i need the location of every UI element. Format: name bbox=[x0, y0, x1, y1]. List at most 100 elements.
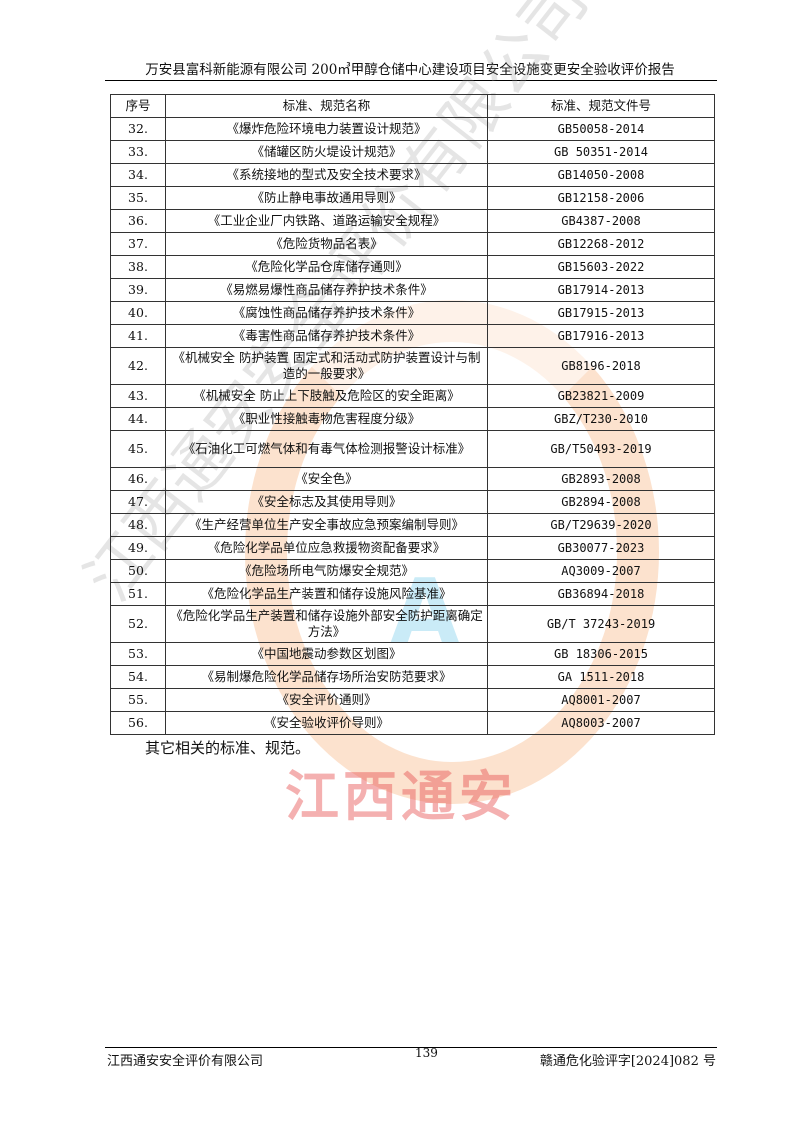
table-row: 36. 《工业企业厂内铁路、道路运输安全规程》 GB4387-2008 bbox=[110, 209, 715, 233]
table-row: 34. 《系统接地的型式及安全技术要求》 GB14050-2008 bbox=[110, 163, 715, 187]
standard-name: 《安全评价通则》 bbox=[165, 688, 488, 712]
table-row: 33. 《储罐区防火堤设计规范》 GB 50351-2014 bbox=[110, 140, 715, 164]
standard-code: GB14050-2008 bbox=[487, 163, 715, 187]
row-number: 49. bbox=[110, 536, 166, 560]
row-number: 36. bbox=[110, 209, 166, 233]
standard-name: 《安全标志及其使用导则》 bbox=[165, 490, 488, 514]
standard-code: GB30077-2023 bbox=[487, 536, 715, 560]
row-number: 39. bbox=[110, 278, 166, 302]
standard-name: 《生产经营单位生产安全事故应急预案编制导则》 bbox=[165, 513, 488, 537]
table-row: 51. 《危险化学品生产装置和储存设施风险基准》 GB36894-2018 bbox=[110, 582, 715, 606]
standard-name: 《安全验收评价导则》 bbox=[165, 711, 488, 735]
standard-code: GB23821-2009 bbox=[487, 384, 715, 408]
footer-divider bbox=[105, 1047, 717, 1048]
standard-code: GB4387-2008 bbox=[487, 209, 715, 233]
row-number: 54. bbox=[110, 665, 166, 689]
standard-code: GB17916-2013 bbox=[487, 324, 715, 348]
table-row: 56. 《安全验收评价导则》 AQ8003-2007 bbox=[110, 711, 715, 735]
table-row: 42. 《机械安全 防护装置 固定式和活动式防护装置设计与制造的一般要求》 GB81… bbox=[110, 347, 715, 385]
footer-company: 江西通安安全评价有限公司 bbox=[107, 1054, 264, 1069]
row-number: 51. bbox=[110, 582, 166, 606]
row-number: 47. bbox=[110, 490, 166, 514]
table-header-row: 序号 标准、规范名称 标准、规范文件号 bbox=[110, 94, 715, 118]
header-divider bbox=[105, 80, 717, 81]
other-standards-note: 其它相关的标准、规范。 bbox=[145, 739, 311, 757]
row-number: 48. bbox=[110, 513, 166, 537]
table-row: 38. 《危险化学品仓库储存通则》 GB15603-2022 bbox=[110, 255, 715, 279]
standard-name: 《易制爆危险化学品储存场所治安防范要求》 bbox=[165, 665, 488, 689]
row-number: 45. bbox=[110, 430, 166, 468]
table-row: 45. 《石油化工可燃气体和有毒气体检测报警设计标准》 GB/T50493-2019 bbox=[110, 430, 715, 468]
standard-name: 《中国地震动参数区划图》 bbox=[165, 642, 488, 666]
page-number: 139 bbox=[415, 1046, 438, 1060]
standard-code: GBZ/T230-2010 bbox=[487, 407, 715, 431]
standard-code: GB17914-2013 bbox=[487, 278, 715, 302]
standards-table: 序号 标准、规范名称 标准、规范文件号 32. 《爆炸危险环境电力装置设计规范》 G… bbox=[110, 94, 715, 735]
column-header-code: 标准、规范文件号 bbox=[487, 94, 715, 118]
row-number: 34. bbox=[110, 163, 166, 187]
table-row: 41. 《毒害性商品储存养护技术条件》 GB17916-2013 bbox=[110, 324, 715, 348]
standard-name: 《毒害性商品储存养护技术条件》 bbox=[165, 324, 488, 348]
row-number: 41. bbox=[110, 324, 166, 348]
row-number: 52. bbox=[110, 605, 166, 643]
row-number: 37. bbox=[110, 232, 166, 256]
table-row: 46. 《安全色》 GB2893-2008 bbox=[110, 467, 715, 491]
table-row: 50. 《危险场所电气防爆安全规范》 AQ3009-2007 bbox=[110, 559, 715, 583]
standard-code: GB/T29639-2020 bbox=[487, 513, 715, 537]
standard-code: GB 50351-2014 bbox=[487, 140, 715, 164]
page-header-title: 万安县富科新能源有限公司 200㎥甲醇仓储中心建设项目安全设施变更安全验收评价报… bbox=[145, 62, 675, 78]
row-number: 53. bbox=[110, 642, 166, 666]
standard-code: GB36894-2018 bbox=[487, 582, 715, 606]
standard-code: AQ8001-2007 bbox=[487, 688, 715, 712]
table-row: 43. 《机械安全 防止上下肢触及危险区的安全距离》 GB23821-2009 bbox=[110, 384, 715, 408]
table-row: 48. 《生产经营单位生产安全事故应急预案编制导则》 GB/T29639-2020 bbox=[110, 513, 715, 537]
standard-name: 《工业企业厂内铁路、道路运输安全规程》 bbox=[165, 209, 488, 233]
row-number: 42. bbox=[110, 347, 166, 385]
table-row: 55. 《安全评价通则》 AQ8001-2007 bbox=[110, 688, 715, 712]
standard-name: 《系统接地的型式及安全技术要求》 bbox=[165, 163, 488, 187]
standard-name: 《储罐区防火堤设计规范》 bbox=[165, 140, 488, 164]
footer-doc-number: 赣通危化验评字[2024]082 号 bbox=[539, 1054, 716, 1069]
standard-code: GB/T50493-2019 bbox=[487, 430, 715, 468]
standard-code: GB2893-2008 bbox=[487, 467, 715, 491]
standard-name: 《危险化学品单位应急救援物资配备要求》 bbox=[165, 536, 488, 560]
table-row: 39. 《易燃易爆性商品储存养护技术条件》 GB17914-2013 bbox=[110, 278, 715, 302]
standard-name: 《危险化学品仓库储存通则》 bbox=[165, 255, 488, 279]
column-header-name: 标准、规范名称 bbox=[165, 94, 488, 118]
row-number: 46. bbox=[110, 467, 166, 491]
standard-code: AQ3009-2007 bbox=[487, 559, 715, 583]
standard-name: 《危险场所电气防爆安全规范》 bbox=[165, 559, 488, 583]
standard-code: GB2894-2008 bbox=[487, 490, 715, 514]
row-number: 33. bbox=[110, 140, 166, 164]
table-row: 32. 《爆炸危险环境电力装置设计规范》 GB50058-2014 bbox=[110, 117, 715, 141]
column-header-no: 序号 bbox=[110, 94, 166, 118]
table-row: 47. 《安全标志及其使用导则》 GB2894-2008 bbox=[110, 490, 715, 514]
standard-name: 《危险化学品生产装置和储存设施外部安全防护距离确定方法》 bbox=[165, 605, 488, 643]
row-number: 50. bbox=[110, 559, 166, 583]
table-row: 53. 《中国地震动参数区划图》 GB 18306-2015 bbox=[110, 642, 715, 666]
standard-name: 《机械安全 防止上下肢触及危险区的安全距离》 bbox=[165, 384, 488, 408]
standard-name: 《机械安全 防护装置 固定式和活动式防护装置设计与制造的一般要求》 bbox=[165, 347, 488, 385]
row-number: 44. bbox=[110, 407, 166, 431]
standard-code: GB50058-2014 bbox=[487, 117, 715, 141]
standard-code: GA 1511-2018 bbox=[487, 665, 715, 689]
standard-code: GB15603-2022 bbox=[487, 255, 715, 279]
row-number: 38. bbox=[110, 255, 166, 279]
row-number: 32. bbox=[110, 117, 166, 141]
standard-name: 《安全色》 bbox=[165, 467, 488, 491]
table-row: 52. 《危险化学品生产装置和储存设施外部安全防护距离确定方法》 GB/T 3724… bbox=[110, 605, 715, 643]
row-number: 43. bbox=[110, 384, 166, 408]
standard-name: 《爆炸危险环境电力装置设计规范》 bbox=[165, 117, 488, 141]
table-row: 49. 《危险化学品单位应急救援物资配备要求》 GB30077-2023 bbox=[110, 536, 715, 560]
standard-code: GB12158-2006 bbox=[487, 186, 715, 210]
standard-name: 《防止静电事故通用导则》 bbox=[165, 186, 488, 210]
standard-code: GB12268-2012 bbox=[487, 232, 715, 256]
standard-name: 《危险货物品名表》 bbox=[165, 232, 488, 256]
standard-code: AQ8003-2007 bbox=[487, 711, 715, 735]
standard-name: 《石油化工可燃气体和有毒气体检测报警设计标准》 bbox=[165, 430, 488, 468]
row-number: 35. bbox=[110, 186, 166, 210]
standard-name: 《危险化学品生产装置和储存设施风险基准》 bbox=[165, 582, 488, 606]
table-row: 54. 《易制爆危险化学品储存场所治安防范要求》 GA 1511-2018 bbox=[110, 665, 715, 689]
standard-code: GB17915-2013 bbox=[487, 301, 715, 325]
